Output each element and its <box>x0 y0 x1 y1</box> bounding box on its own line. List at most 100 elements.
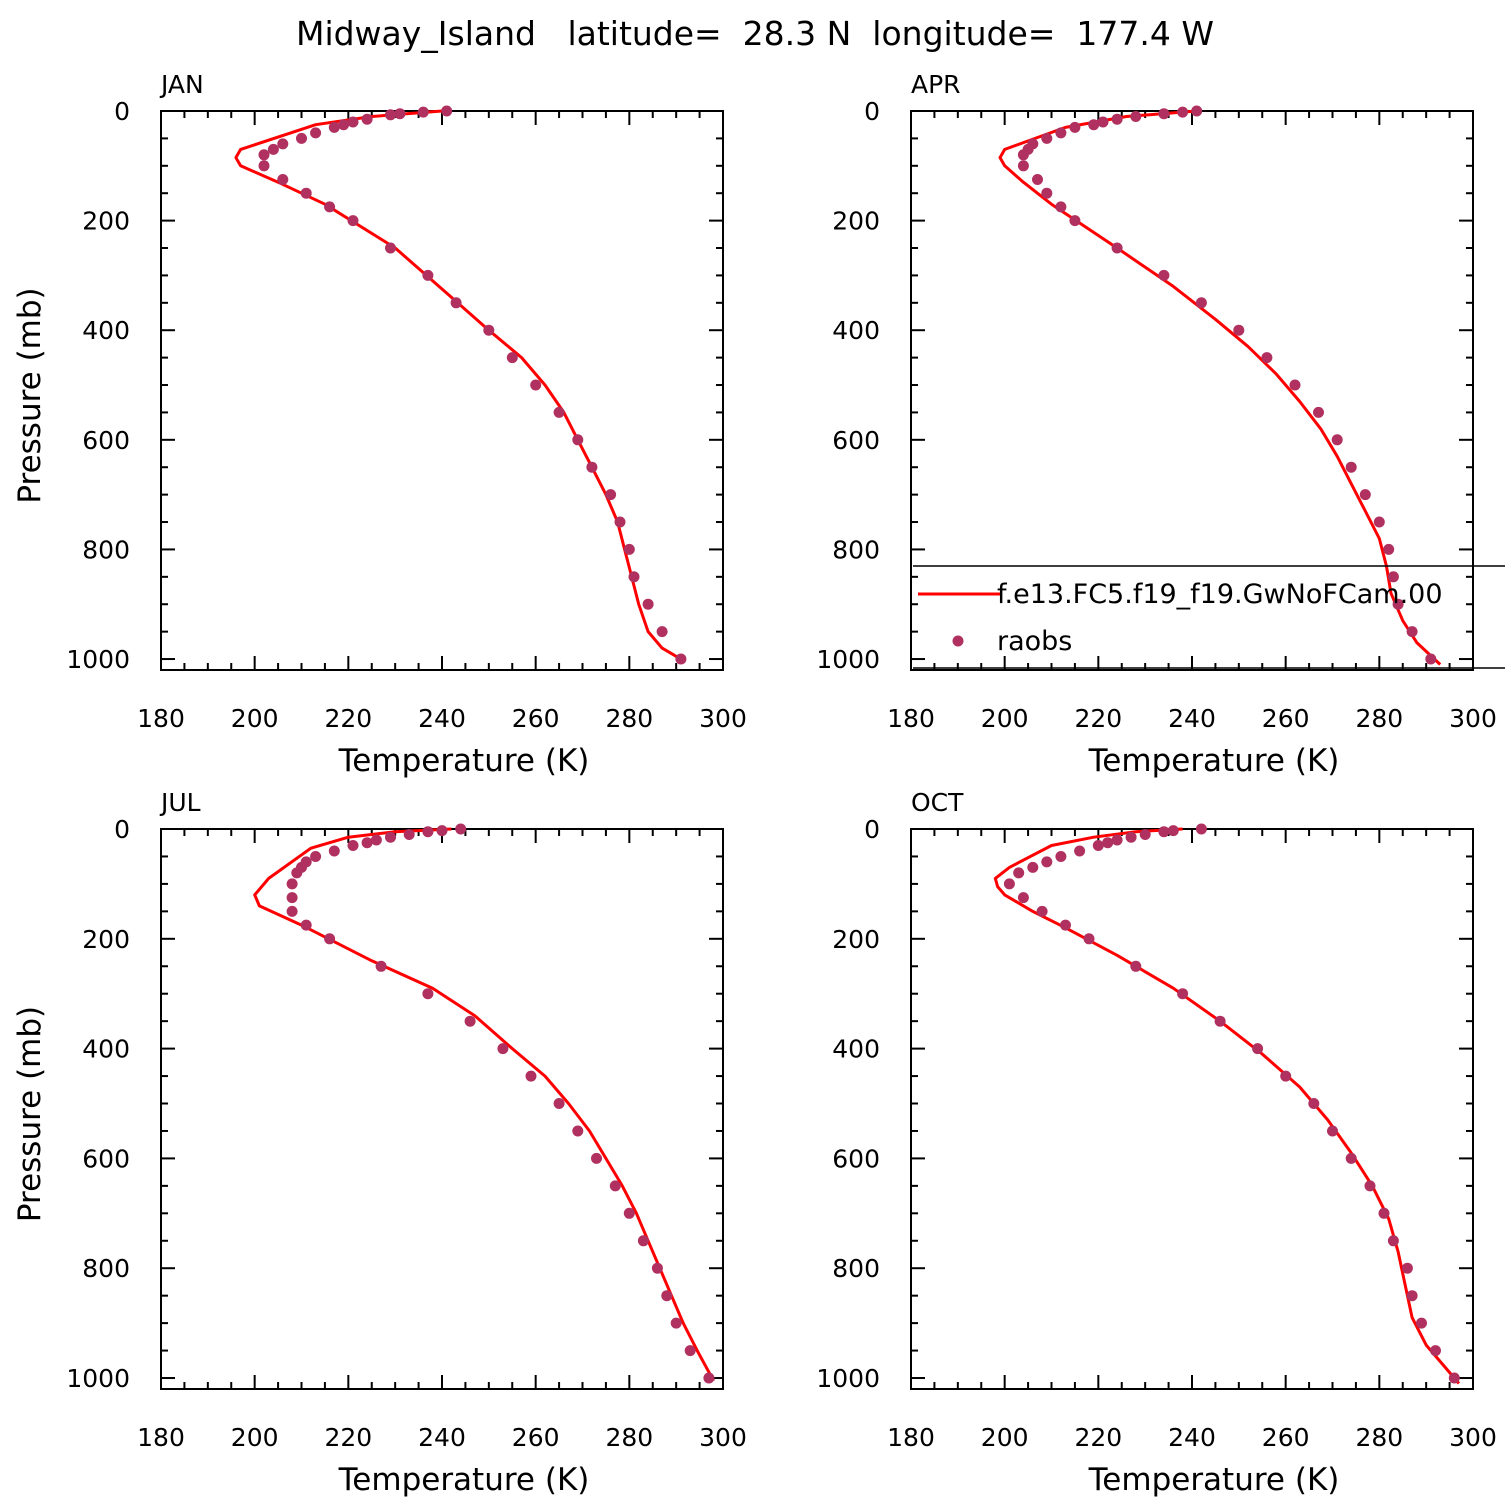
x-tick-label: 220 <box>1074 1423 1122 1452</box>
raobs-point <box>1406 626 1418 638</box>
y-tick-label: 0 <box>114 97 130 126</box>
x-tick-label: 180 <box>887 704 935 733</box>
y-tick-label: 800 <box>832 1254 880 1283</box>
raobs-point <box>441 105 453 117</box>
x-tick-label: 280 <box>1355 1423 1403 1452</box>
x-axis-label: Temperature (K) <box>1088 743 1340 779</box>
y-tick-label: 0 <box>864 97 880 126</box>
legend-obs-label: raobs <box>997 626 1072 657</box>
raobs-point <box>609 1180 621 1192</box>
raobs-point <box>1327 1125 1338 1137</box>
raobs-point <box>277 174 289 185</box>
raobs-point <box>300 187 312 199</box>
raobs-point <box>1416 1317 1427 1329</box>
raobs-point <box>703 1372 715 1384</box>
raobs-point <box>1345 461 1357 473</box>
raobs-point <box>258 160 270 172</box>
raobs-point <box>1055 201 1067 213</box>
panel-oct: OCT 180 200 220 240 260 280 300 0 200 400 600 800 100… <box>816 788 1496 1498</box>
raobs-point <box>347 840 359 851</box>
raobs-point <box>1214 1015 1226 1027</box>
raobs-point <box>614 516 626 528</box>
raobs-point <box>623 1207 635 1219</box>
raobs-point <box>277 138 289 150</box>
x-axis-label: Temperature (K) <box>1088 1462 1340 1498</box>
raobs-point <box>291 867 303 879</box>
raobs-point <box>1167 825 1179 837</box>
raobs-point <box>286 878 298 890</box>
y-tick-label: 600 <box>82 1144 130 1173</box>
plot-frame-jan <box>160 110 724 671</box>
raobs-point <box>1252 1043 1264 1055</box>
x-tick-label: 280 <box>1355 704 1403 733</box>
raobs-point <box>328 121 340 133</box>
y-tick-label: 400 <box>82 316 130 345</box>
raobs-point <box>656 626 668 638</box>
legend-model-label: f.e13.FC5.f19_f19.GwNoFCam.00 <box>997 579 1443 610</box>
y-axis-label: Pressure (mb) <box>12 287 48 503</box>
x-axis-label: Temperature (K) <box>338 743 590 779</box>
figure-title: Midway_Island latitude= 28.3 N longitude… <box>296 14 1214 53</box>
plot-frame-jul <box>160 828 724 1390</box>
raobs-point <box>455 823 467 835</box>
x-tick-label: 200 <box>231 1423 279 1452</box>
raobs-point <box>1158 108 1170 120</box>
x-tick-label: 240 <box>1168 1423 1216 1452</box>
panel-label-oct: OCT <box>911 788 964 817</box>
raobs-point <box>1387 1235 1399 1247</box>
raobs-point <box>651 1262 663 1274</box>
raobs-point <box>623 543 635 555</box>
y-tick-label: 800 <box>832 535 880 564</box>
raobs-point <box>417 106 429 118</box>
x-tick-label: 200 <box>231 704 279 733</box>
y-tick-label: 200 <box>832 207 880 236</box>
raobs-point <box>385 109 396 121</box>
y-tick-label: 200 <box>82 207 130 236</box>
raobs-point <box>605 489 617 501</box>
x-tick-label: 260 <box>512 1423 560 1452</box>
raobs-point <box>1359 489 1371 501</box>
raobs-point <box>1406 1290 1418 1302</box>
raobs-point <box>1111 242 1123 254</box>
raobs-point <box>1195 297 1207 309</box>
y-tick-label: 0 <box>864 815 880 844</box>
panel-jan: JAN 180 200 220 240 260 280 300 0 200 400 600 800 100… <box>12 70 747 779</box>
x-tick-label: 220 <box>324 704 372 733</box>
raobs-point <box>1261 352 1273 364</box>
raobs-point <box>300 919 312 931</box>
raobs-point <box>1003 878 1015 890</box>
raobs-point <box>1373 516 1385 528</box>
raobs-point <box>1055 127 1067 139</box>
raobs-point <box>1041 187 1053 199</box>
raobs-point <box>464 1015 476 1027</box>
raobs-point <box>1017 160 1029 172</box>
x-tick-label: 300 <box>1449 704 1497 733</box>
x-axis-label: Temperature (K) <box>338 1462 590 1498</box>
x-tick-label: 260 <box>512 704 560 733</box>
y-tick-label: 1000 <box>66 1364 130 1393</box>
x-tick-label: 300 <box>699 704 747 733</box>
y-tick-label: 400 <box>832 316 880 345</box>
raobs-point <box>370 834 382 846</box>
x-tick-label: 280 <box>605 704 653 733</box>
y-tick-label: 1000 <box>816 645 880 674</box>
raobs-point <box>553 1098 565 1109</box>
raobs-point <box>1345 1152 1357 1164</box>
raobs-point <box>1102 837 1114 849</box>
raobs-point <box>1364 1180 1376 1192</box>
raobs-point <box>1083 933 1095 945</box>
raobs-point <box>1060 919 1071 931</box>
raobs-point <box>258 149 270 161</box>
y-tick-label: 200 <box>832 925 880 954</box>
raobs-point <box>1448 1372 1460 1384</box>
raobs-point <box>450 297 462 309</box>
raobs-point <box>586 461 598 473</box>
raobs-point <box>375 960 387 972</box>
y-tick-label: 800 <box>82 1254 130 1283</box>
raobs-point <box>324 933 336 945</box>
raobs-point <box>525 1070 537 1082</box>
raobs-point <box>1130 111 1142 122</box>
raobs-point <box>1158 826 1170 838</box>
raobs-point <box>310 127 322 139</box>
